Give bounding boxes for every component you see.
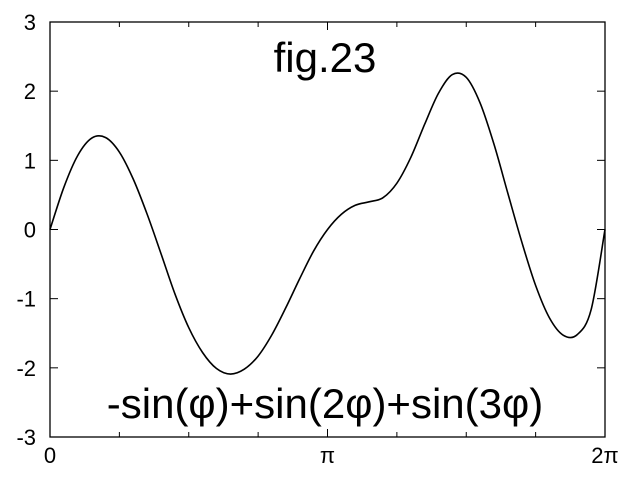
- x-tick-label: 0: [44, 443, 56, 468]
- formula-annotation: -sin(φ)+sin(2φ)+sin(3φ): [107, 380, 543, 427]
- y-tick-label: 2: [24, 79, 36, 104]
- x-tick-label: π: [320, 443, 335, 468]
- y-tick-label: 1: [24, 148, 36, 173]
- x-tick-label: 2π: [591, 443, 618, 468]
- axis-tick-labels: -3 -2 -1 0 1 2 3 0 π 2π: [16, 10, 618, 468]
- chart-title: fig.23: [274, 34, 377, 81]
- y-tick-label: -3: [16, 425, 36, 450]
- y-tick-label: 3: [24, 10, 36, 35]
- y-tick-label: -1: [16, 287, 36, 312]
- y-tick-label: 0: [24, 218, 36, 243]
- series-layer: [49, 72, 606, 375]
- axis-ticks: [49, 21, 606, 438]
- y-tick-label: -2: [16, 356, 36, 381]
- series-line: [49, 72, 606, 375]
